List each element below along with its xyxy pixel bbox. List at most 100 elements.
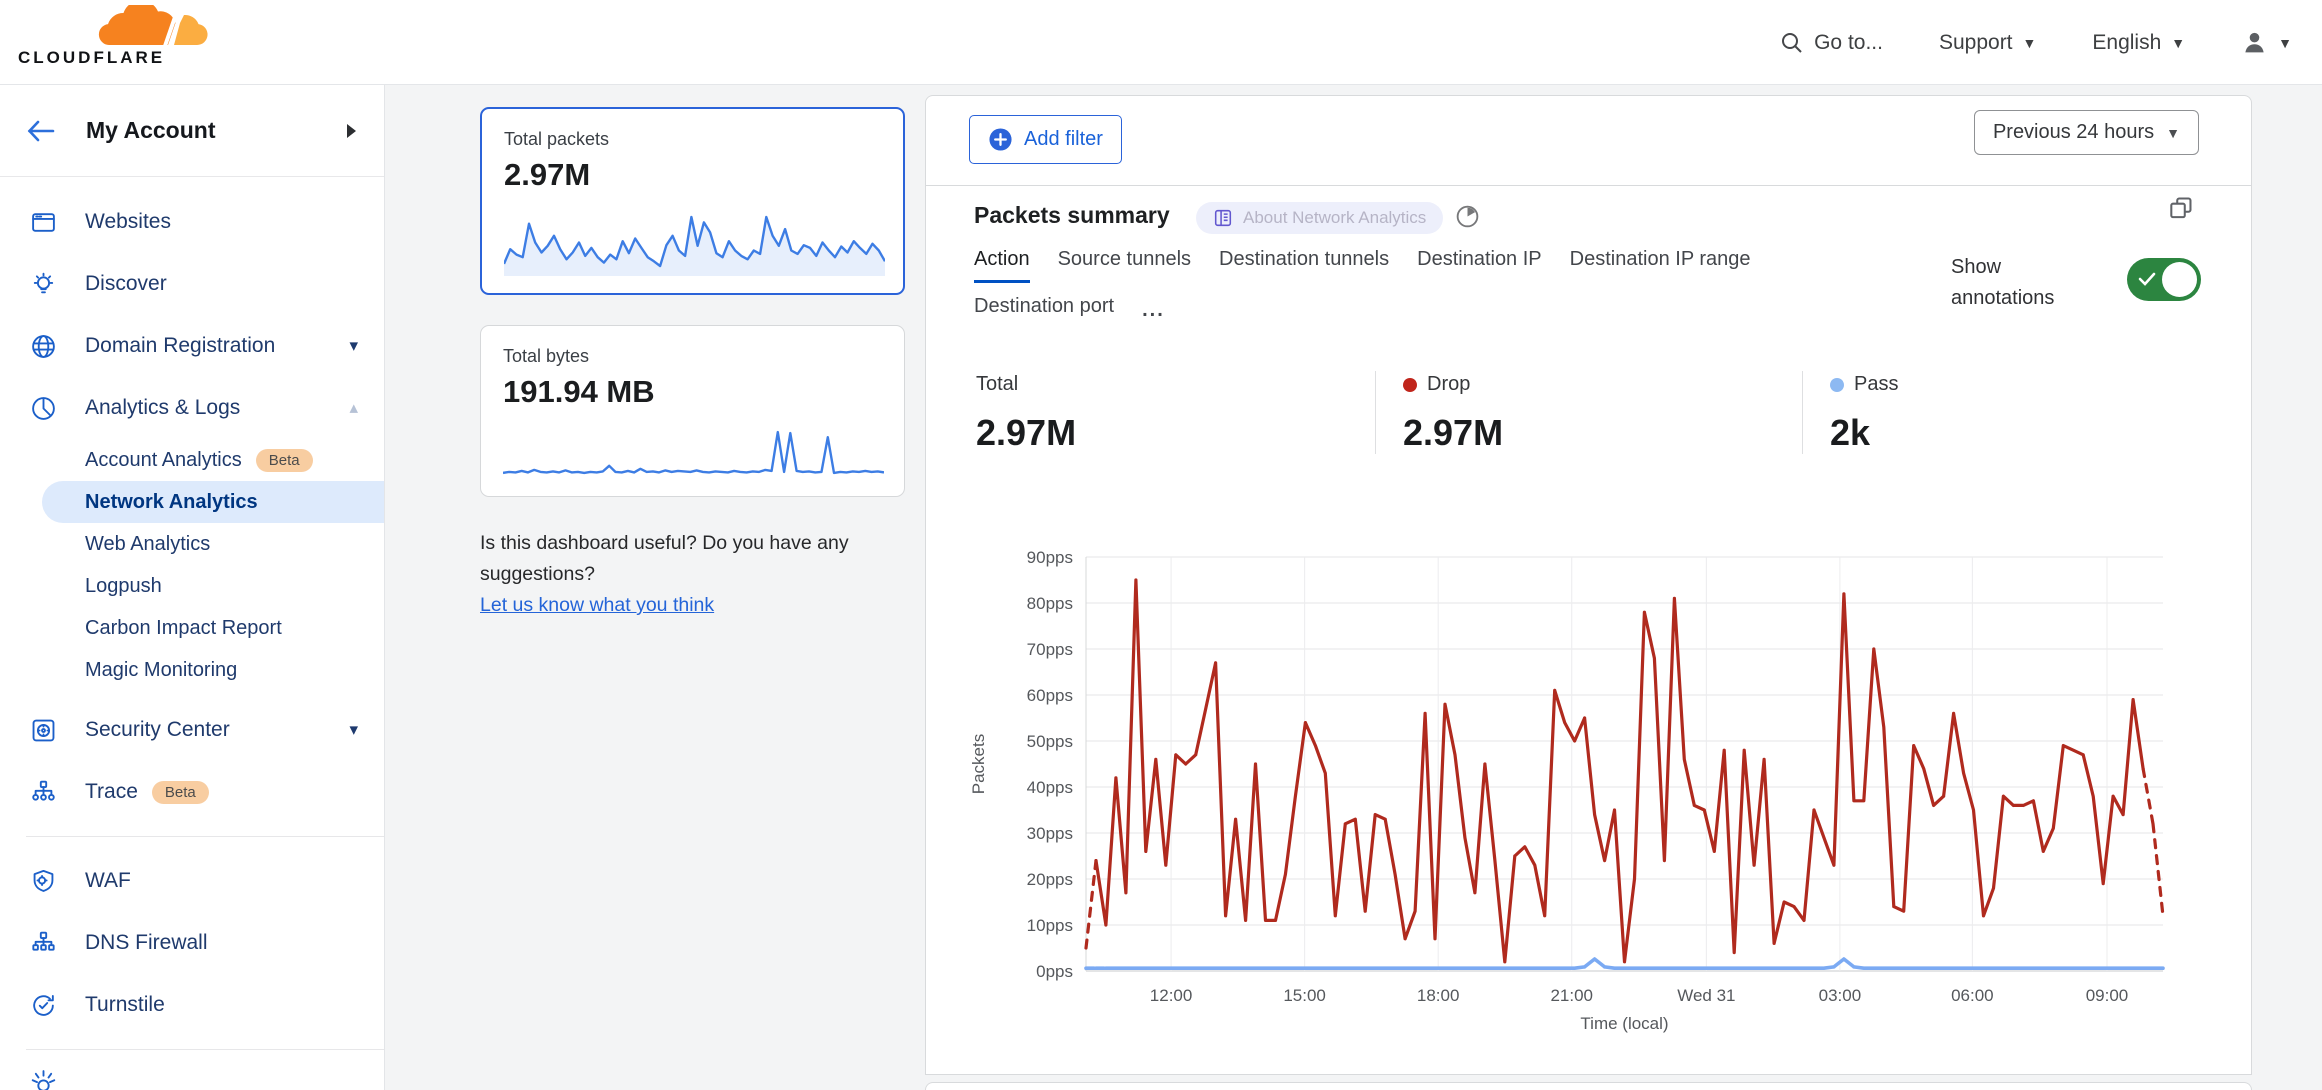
chevron-down-icon: ▼ [2022,34,2037,51]
sidebar-item-label: Domain Registration [85,334,276,357]
stat-drop: Drop 2.97M [1375,371,1802,454]
sidebar-item-partial[interactable] [0,1063,384,1090]
svg-text:50pps: 50pps [1027,732,1073,751]
chevron-up-icon: ▴ [349,398,358,417]
tab-source-tunnels[interactable]: Source tunnels [1057,248,1192,270]
chevron-right-icon[interactable] [344,121,358,141]
svg-text:0pps: 0pps [1036,962,1073,981]
show-annotations-toggle[interactable] [2127,258,2201,301]
sidebar-item-carbon-impact-report[interactable]: Carbon Impact Report [0,607,384,649]
svg-text:06:00: 06:00 [1951,986,1994,1005]
sidebar-divider [26,836,384,837]
packets-chart: 0pps 10pps 20pps 30pps 40pps 50pps 60pps 70pps 8… [926,536,2253,1041]
chevron-down-icon: ▾ [349,720,358,739]
sidebar-item-label: Analytics & Logs [85,396,241,419]
stat-label: Drop [1427,373,1471,395]
tab-destination-tunnels[interactable]: Destination tunnels [1219,248,1390,270]
user-icon [2245,32,2264,53]
packets-summary-panel: Packets summary About Network Analytics … [925,185,2252,1075]
expand-panel-button[interactable] [2167,194,2195,225]
next-panel-edge [925,1082,2252,1090]
sidebar-item-network-analytics[interactable]: Network Analytics [42,481,384,523]
pie-time-icon[interactable] [1454,203,1481,230]
cloudflare-logo[interactable]: CLOUDFLARE [18,5,210,68]
sidebar-item-discover[interactable]: Discover [0,253,384,315]
dns-firewall-icon [30,930,57,957]
total-packets-card[interactable]: Total packets 2.97M [480,107,905,295]
sidebar-item-label: Web Analytics [85,532,211,555]
support-label: Support [1938,30,2013,54]
card-title: Total packets [504,129,610,149]
chevron-down-icon: ▼ [2166,124,2180,141]
svg-text:10pps: 10pps [1027,916,1073,935]
language-menu[interactable]: English ▼ [2092,31,2185,55]
about-network-analytics-badge[interactable]: About Network Analytics [1196,202,1444,234]
support-menu[interactable]: Support ▼ [1939,31,2036,55]
sidebar-item-domain-registration[interactable]: Domain Registration ▾ [0,315,384,377]
svg-text:09:00: 09:00 [2086,986,2129,1005]
sidebar-item-dns-firewall[interactable]: DNS Firewall [0,912,384,974]
tabs-overflow-button[interactable]: ... [1142,299,1165,321]
popout-icon [2170,197,2192,219]
chevron-down-icon: ▼ [2171,34,2186,51]
trace-icon [30,779,57,806]
tab-destination-ip[interactable]: Destination IP [1417,248,1542,270]
header-menu: Go to... Support ▼ English ▼ ▼ [1780,0,2292,85]
svg-text:Wed 31: Wed 31 [1677,986,1735,1005]
sidebar-item-turnstile[interactable]: Turnstile [0,974,384,1036]
cloudflare-wordmark: CLOUDFLARE [18,48,166,67]
card-value: 191.94 MB [503,374,655,409]
drop-legend-dot [1403,377,1417,392]
sidebar-divider [26,1049,384,1050]
svg-text:Packets: Packets [969,734,988,794]
svg-text:90pps: 90pps [1027,548,1073,567]
sidebar-item-label: WAF [85,869,131,892]
websites-icon [30,209,57,236]
turnstile-icon [30,992,57,1019]
stat-label: Total [976,373,1019,395]
book-icon [1214,209,1232,227]
sidebar-item-security-center[interactable]: Security Center ▾ [0,699,384,761]
goto-label: Go to... [1814,30,1883,54]
sidebar-item-web-analytics[interactable]: Web Analytics [0,523,384,565]
sidebar-item-websites[interactable]: Websites [0,191,384,253]
about-badge-label: About Network Analytics [1243,208,1427,227]
sidebar-item-account-analytics[interactable]: Account Analytics Beta [0,439,384,481]
sidebar-item-label: Security Center [85,718,230,741]
total-packets-sparkline [504,215,885,276]
tab-destination-ip-range[interactable]: Destination IP range [1569,248,1751,270]
sidebar-item-waf[interactable]: WAF [0,850,384,912]
svg-text:18:00: 18:00 [1417,986,1460,1005]
cloudflare-cloud-icon [98,5,208,47]
language-label: English [2092,30,2162,54]
sidebar-item-trace[interactable]: Trace Beta [0,761,384,823]
tab-destination-port[interactable]: Destination port [974,295,1115,317]
time-range-value: Previous 24 hours [1992,121,2155,143]
sidebar-item-analytics-logs[interactable]: Analytics & Logs ▴ [0,377,384,439]
add-filter-button[interactable]: Add filter [969,115,1122,164]
time-range-select[interactable]: Previous 24 hours ▼ [1973,110,2199,155]
dimension-tabs: Action Source tunnels Destination tunnels D… [974,248,1914,331]
stat-label: Pass [1854,373,1899,395]
stat-label-row: Pass [1830,373,2203,396]
discover-icon [30,271,57,298]
beta-badge: Beta [255,448,313,472]
svg-text:03:00: 03:00 [1819,986,1862,1005]
total-bytes-card[interactable]: Total bytes 191.94 MB [480,325,905,497]
pass-legend-dot [1830,377,1844,392]
sidebar-item-label: DNS Firewall [85,931,208,954]
sidebar-item-magic-monitoring[interactable]: Magic Monitoring [0,649,384,691]
search-icon [1782,32,1802,53]
stat-label-row: Total [976,373,1375,396]
stat-pass: Pass 2k [1802,371,2203,454]
account-name: My Account [86,117,216,143]
sidebar-item-logpush[interactable]: Logpush [0,565,384,607]
account-menu[interactable]: ▼ [2241,29,2292,56]
feedback-link[interactable]: Let us know what you think [480,594,715,616]
back-arrow-icon[interactable] [26,118,56,144]
goto-search[interactable]: Go to... [1780,31,1883,55]
svg-text:30pps: 30pps [1027,824,1073,843]
tab-action[interactable]: Action [974,248,1030,283]
svg-text:15:00: 15:00 [1283,986,1326,1005]
feedback-block: Is this dashboard useful? Do you have an… [480,528,928,621]
